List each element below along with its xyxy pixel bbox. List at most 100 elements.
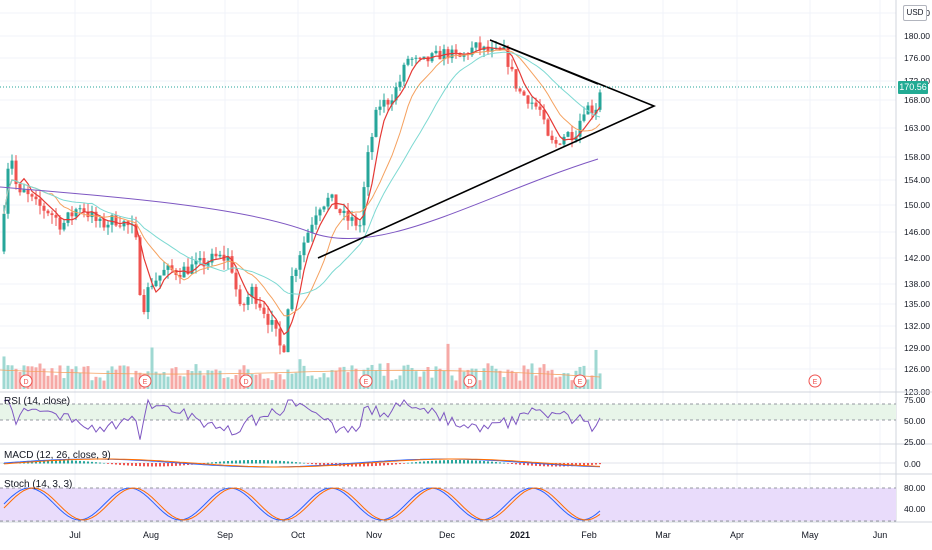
macd-histogram-bar: [147, 463, 149, 467]
time-tick-label: Feb: [581, 530, 597, 540]
macd-histogram-bar: [267, 460, 269, 464]
candle-body: [394, 87, 398, 101]
ma-short-line: [3, 47, 601, 336]
volume-bar: [10, 365, 14, 389]
candle-body: [542, 109, 546, 120]
volume-bar: [158, 374, 162, 389]
currency-button[interactable]: USD: [903, 5, 927, 21]
time-tick-label: Dec: [439, 530, 456, 540]
time-tick-label: Apr: [730, 530, 744, 540]
candle-body: [374, 109, 378, 137]
price-tick-label: 142.00: [904, 253, 930, 263]
volume-bar: [314, 378, 318, 389]
candle-body: [14, 160, 18, 185]
volume-bar: [302, 365, 306, 389]
macd-histogram-bar: [239, 460, 241, 464]
volume-bar: [422, 371, 426, 389]
macd-histogram-bar: [3, 463, 5, 464]
candle-body: [390, 100, 394, 105]
macd-histogram-bar: [287, 461, 289, 464]
candle-body: [234, 272, 238, 290]
volume-bar: [446, 343, 450, 389]
volume-bar: [110, 366, 114, 389]
price-tick-label: 146.00: [904, 227, 930, 237]
candle-body: [146, 287, 150, 313]
macd-histogram-bar: [359, 463, 361, 467]
volume-bar: [454, 380, 458, 389]
candle-body: [186, 266, 190, 274]
volume-bar: [58, 365, 62, 389]
macd-histogram-bar: [139, 463, 141, 467]
rsi-tick-label: 75.00: [904, 395, 926, 405]
volume-ma-line: [0, 369, 601, 378]
macd-histogram-bar: [259, 460, 261, 464]
volume-bar: [170, 368, 174, 389]
volume-bar: [326, 377, 330, 389]
candle-body: [218, 254, 222, 257]
candle-body: [518, 88, 522, 92]
candle-body: [506, 47, 510, 67]
volume-bar: [86, 366, 90, 389]
volume-bar: [106, 370, 110, 389]
candle-body: [26, 189, 30, 195]
macd-histogram-bar: [243, 460, 245, 464]
candle-body: [290, 275, 294, 310]
volume-bar: [166, 376, 170, 389]
macd-histogram-bar: [475, 460, 477, 464]
macd-histogram-bar: [387, 463, 389, 466]
triangle-pattern: [317, 39, 657, 259]
macd-histogram-bar: [311, 463, 313, 465]
stoch-label: Stoch (14, 3, 3): [4, 479, 73, 490]
candle-body: [326, 197, 330, 207]
volume-bar: [34, 367, 38, 389]
time-tick-label: Nov: [366, 530, 383, 540]
candle-body: [250, 286, 254, 298]
macd-signal-line: [3, 458, 601, 468]
volume-bar: [6, 365, 10, 389]
time-tick-label: Oct: [291, 530, 306, 540]
macd-histogram-bar: [223, 461, 225, 464]
candle-body: [50, 213, 54, 216]
candle-body: [338, 209, 342, 214]
macd-histogram-bar: [403, 463, 405, 464]
volume-bar: [198, 370, 202, 389]
volume-bar: [14, 368, 18, 389]
macd-histogram-bar: [547, 463, 549, 467]
candle-body: [210, 253, 214, 263]
volume-bar: [478, 380, 482, 389]
event-marker-label: D: [23, 379, 28, 386]
macd-histogram-bar: [399, 463, 401, 465]
candle-body: [86, 211, 90, 218]
candle-body: [478, 42, 482, 50]
candle-body: [550, 135, 554, 141]
event-marker: [359, 374, 373, 388]
volume-bar: [542, 364, 546, 389]
macd-histogram-bar: [283, 461, 285, 464]
candle-body: [534, 102, 538, 107]
candle-body: [526, 95, 530, 104]
candle-body: [82, 208, 86, 212]
candle-body: [282, 345, 286, 353]
volume-bar: [262, 378, 266, 389]
volume-bar: [38, 363, 42, 389]
time-tick-label: Jun: [873, 530, 888, 540]
candle-body: [398, 81, 402, 88]
candle-body: [362, 187, 366, 226]
volume-bar: [522, 365, 526, 389]
candle-body: [558, 143, 562, 145]
time-tick-label: Sep: [217, 530, 233, 540]
volume-bar: [206, 370, 210, 389]
volume-bar: [322, 373, 326, 389]
macd-histogram-bar: [107, 463, 109, 464]
macd-histogram-bar: [439, 460, 441, 464]
candle-body: [246, 297, 250, 305]
stoch-band: [0, 488, 896, 521]
candle-body: [590, 105, 594, 114]
candle-body: [366, 152, 370, 188]
candle-body: [402, 64, 406, 82]
volume-bar: [514, 373, 518, 389]
candle-body: [294, 269, 298, 276]
